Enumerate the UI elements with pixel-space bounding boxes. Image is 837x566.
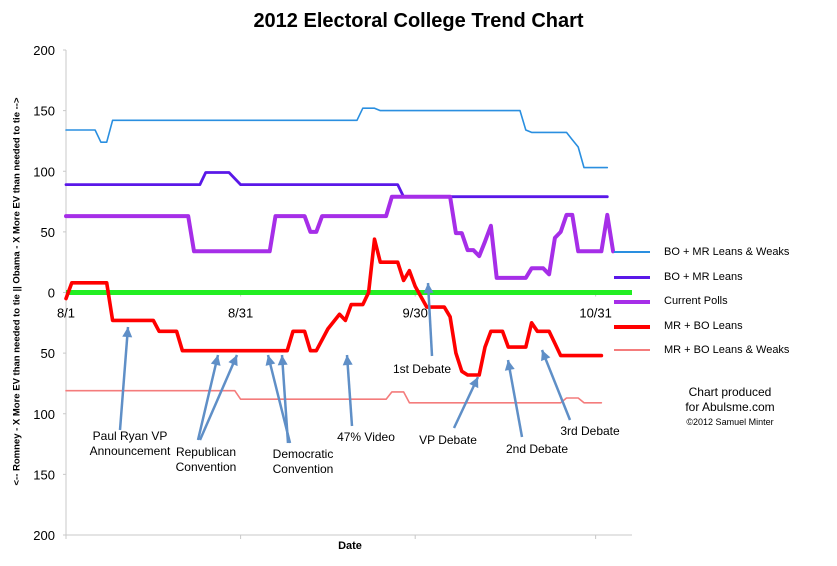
- legend-swatch: [614, 324, 650, 329]
- legend-swatch: [614, 251, 650, 253]
- annotation-label: Republican: [176, 445, 236, 459]
- legend-label: BO + MR Leans & Weaks: [664, 246, 790, 258]
- series-lines: [64, 107, 616, 404]
- credit-line: Chart produced: [688, 385, 772, 399]
- annotation-label: Convention: [273, 462, 334, 476]
- legend-item: BO + MR Leans: [614, 271, 837, 296]
- annotation-label: Announcement: [90, 444, 171, 458]
- x-tick-labels: 8/1 8/31 9/30 10/31: [57, 292, 612, 539]
- annotation-label: Paul Ryan VP: [93, 429, 168, 443]
- annotation-label: 2nd Debate: [506, 442, 568, 456]
- legend-label: MR + BO Leans: [664, 319, 743, 332]
- series-line-4: [64, 237, 604, 377]
- legend-label: MR + BO Leans & Weaks: [664, 344, 790, 356]
- y-tick-label: 150: [33, 104, 55, 119]
- x-tick-label: 10/31: [579, 306, 612, 321]
- annotation-arrow: [504, 359, 524, 438]
- chart-title: 2012 Electoral College Trend Chart: [253, 10, 584, 32]
- annotation-arrow: [342, 354, 354, 427]
- y-tick-label: 100: [33, 164, 55, 179]
- annotation-label: 47% Video: [337, 430, 395, 444]
- legend-item: MR + BO Leans & Weaks: [614, 344, 837, 369]
- annotation-arrow: [196, 354, 221, 441]
- annotation-label: Convention: [176, 460, 237, 474]
- series-line-1: [65, 107, 609, 169]
- credit-copyright: ©2012 Samuel Minter: [686, 417, 774, 427]
- annotation-label: 1st Debate: [393, 362, 451, 376]
- annotation-arrow: [452, 376, 480, 429]
- legend-label: Current Polls: [664, 295, 728, 307]
- annotation-arrow: [423, 282, 434, 357]
- y-tick-label: 150: [33, 467, 55, 482]
- legend-item: BO + MR Leans & Weaks: [614, 246, 837, 271]
- legend-swatch: [614, 275, 650, 279]
- annotation-label: VP Debate: [419, 433, 477, 447]
- x-tick-label: 9/30: [403, 306, 428, 321]
- annotation-arrow: [540, 349, 572, 421]
- annotation-label: Democratic: [273, 447, 334, 461]
- x-tick-label: 8/1: [57, 306, 75, 321]
- x-tick-label: 8/31: [228, 306, 253, 321]
- series-line-2: [64, 171, 609, 199]
- y-tick-labels: 200 150 100 50 0 50 100 150 200: [33, 43, 66, 543]
- legend-item: MR + BO Leans: [614, 320, 837, 345]
- legend-item: Current Polls: [614, 295, 837, 320]
- y-axis-label: <-- Romney - X More EV than needed to ti…: [11, 97, 23, 486]
- annotation-arrow: [198, 354, 239, 441]
- annotation-arrow: [277, 354, 290, 444]
- y-tick-label: 50: [41, 225, 55, 240]
- chart-credit: Chart produced for Abulsme.com ©2012 Sam…: [680, 385, 780, 430]
- y-tick-label: 50: [41, 346, 55, 361]
- legend-label: BO + MR Leans: [664, 270, 743, 283]
- y-tick-label: 200: [33, 43, 55, 58]
- annotation-arrows: [118, 282, 572, 444]
- series-line-5: [65, 389, 603, 404]
- legend: BO + MR Leans & Weaks BO + MR Leans Curr…: [614, 246, 837, 369]
- y-tick-label: 100: [33, 407, 55, 422]
- legend-swatch: [614, 300, 650, 304]
- annotation-arrow: [118, 326, 133, 431]
- legend-swatch: [614, 349, 650, 351]
- x-axis-label: Date: [338, 540, 362, 552]
- credit-line: for Abulsme.com: [685, 400, 775, 414]
- y-tick-label: 200: [33, 528, 55, 543]
- series-line-3: [64, 194, 616, 280]
- y-tick-label: 0: [48, 286, 55, 301]
- annotation-label: 3rd Debate: [560, 424, 620, 438]
